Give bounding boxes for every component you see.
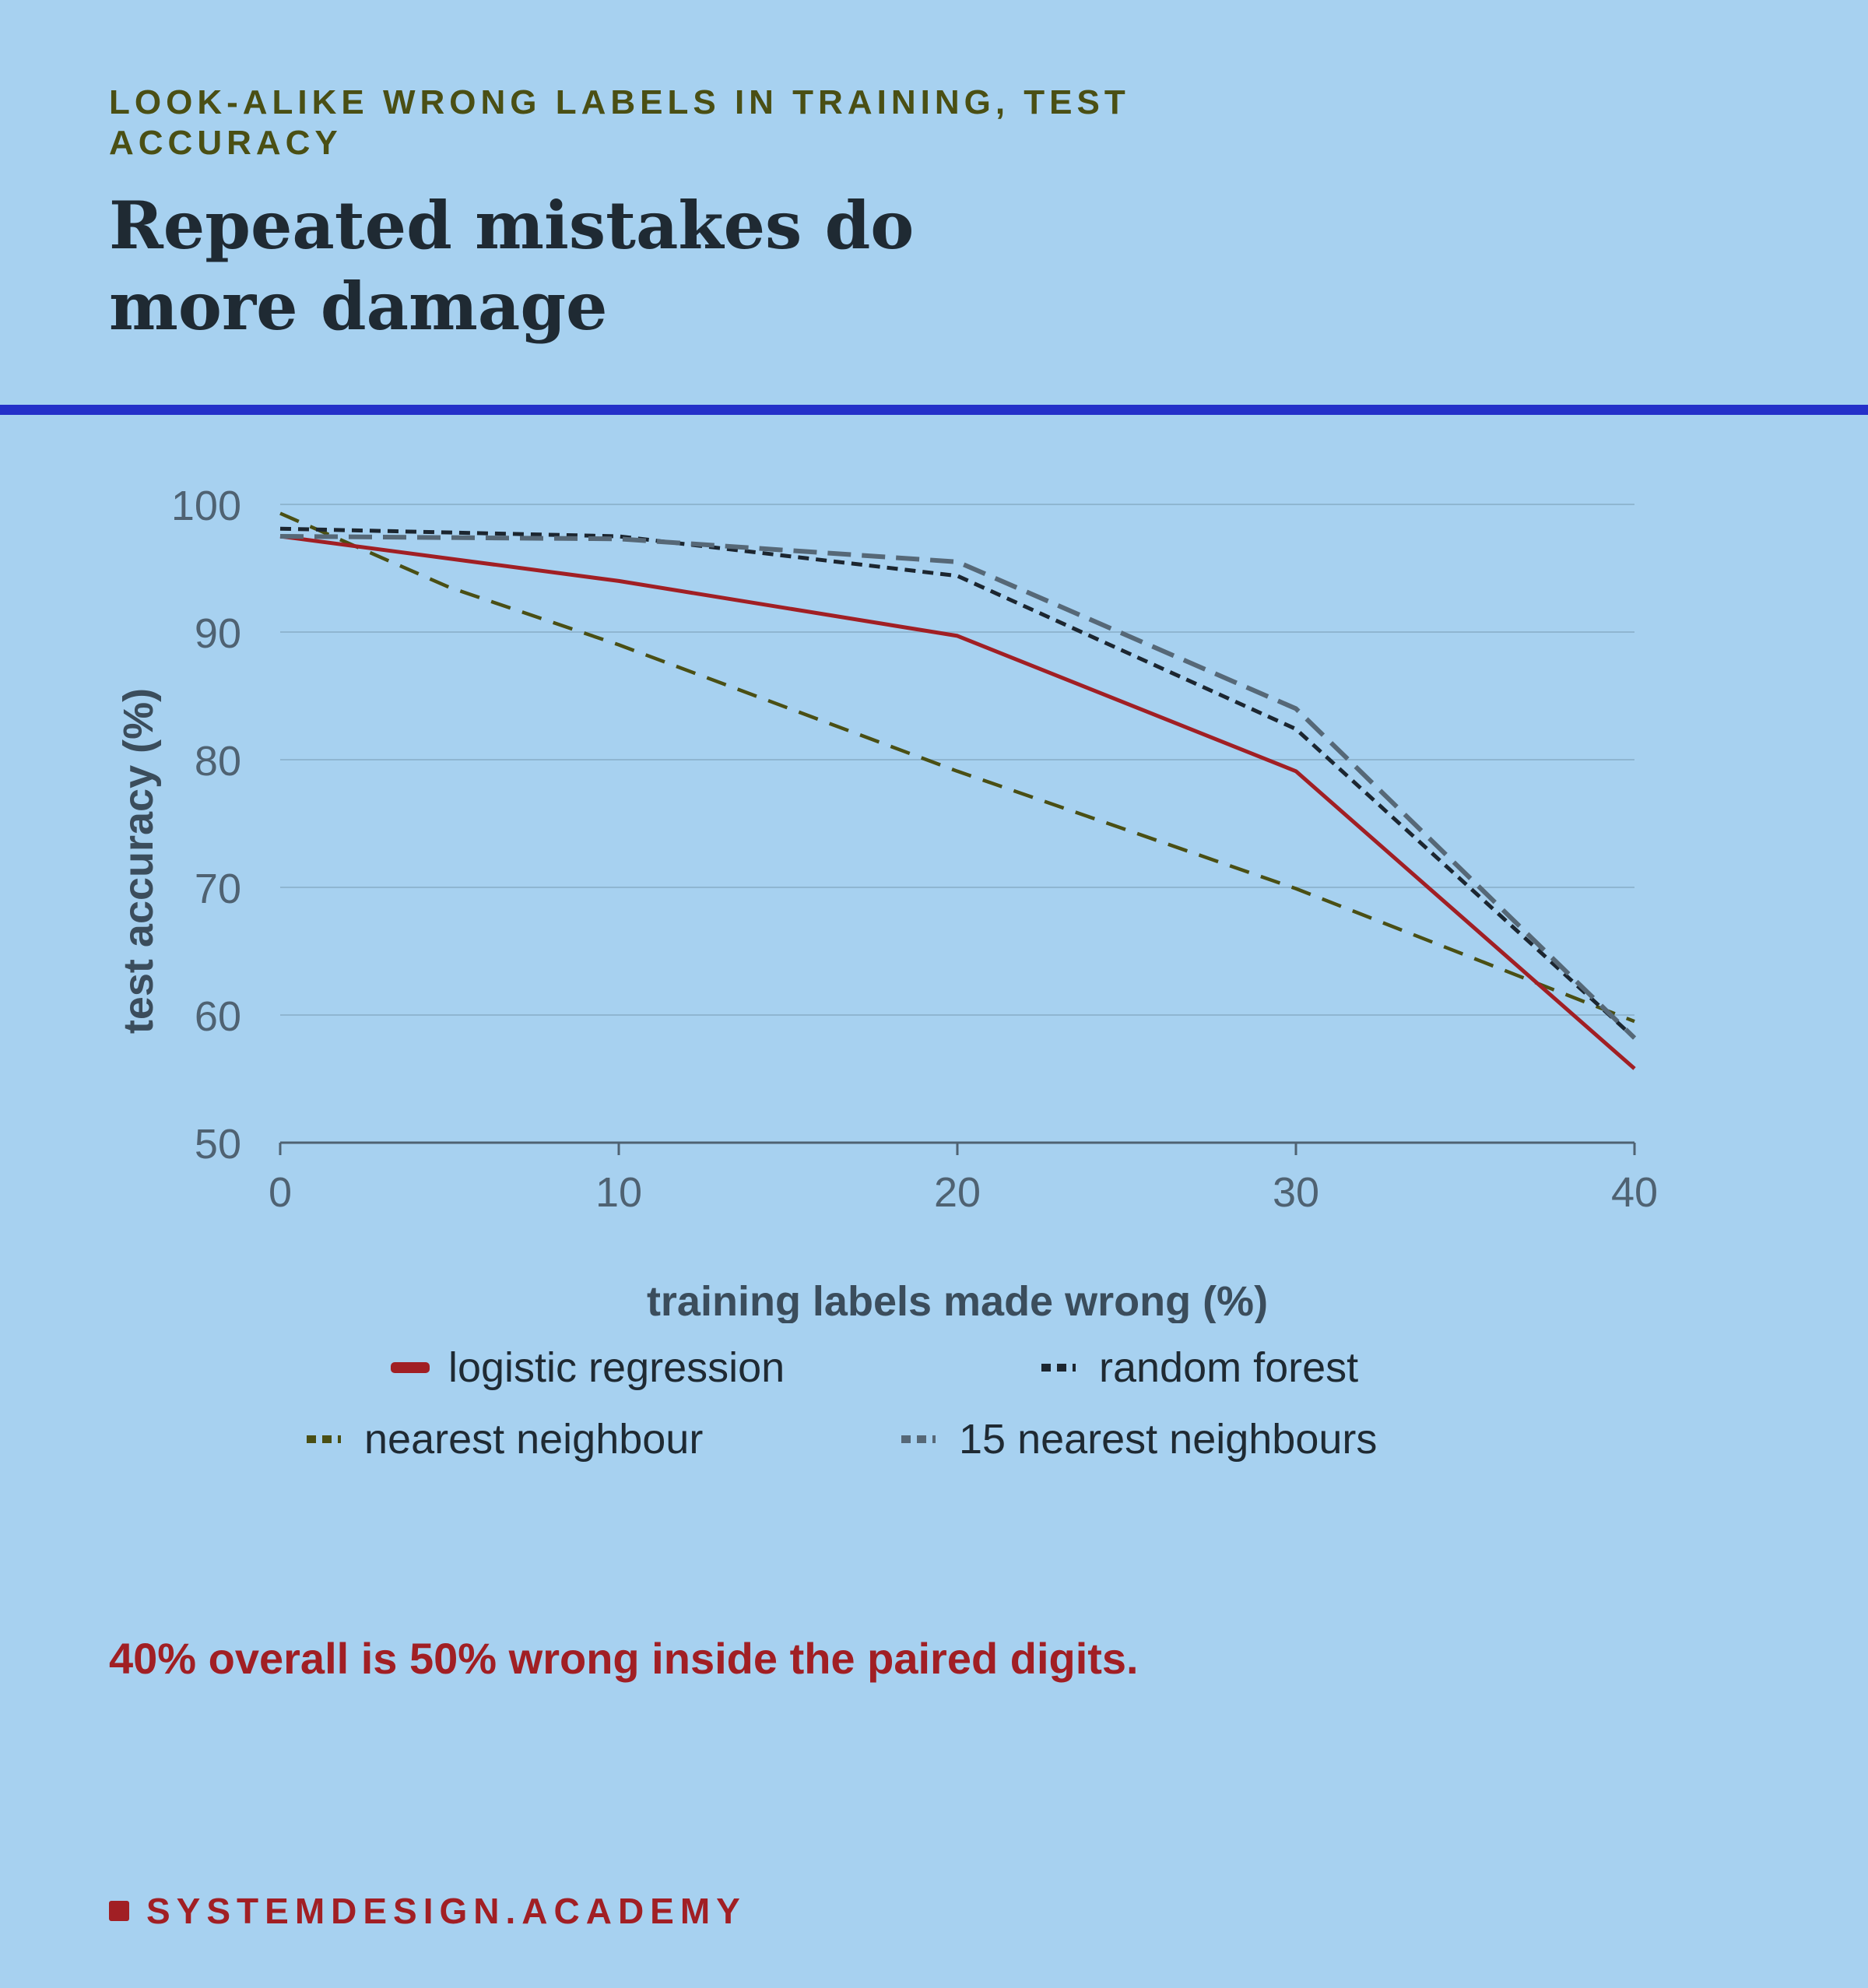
- axes: [279, 1141, 1636, 1155]
- y-tick-label: 100: [171, 483, 241, 529]
- x-tick-label: 20: [934, 1169, 981, 1216]
- brand-footer: SYSTEMDESIGN.ACADEMY: [109, 1890, 746, 1932]
- y-tick-label: 80: [195, 738, 241, 785]
- chart-footnote: 40% overall is 50% wrong inside the pair…: [109, 1634, 1139, 1683]
- chart-eyebrow: LOOK-ALIKE WRONG LABELS IN TRAINING, TES…: [109, 83, 1130, 162]
- legend-swatch-icon: [901, 1435, 936, 1443]
- legend-item-nearest-neighbour: nearest neighbour: [305, 1412, 703, 1466]
- legend-item-logistic-regression: logistic regression: [389, 1340, 785, 1395]
- legend-item-15-nearest-neighbours: 15 nearest neighbours: [900, 1412, 1377, 1466]
- gridlines: [280, 504, 1634, 1016]
- x-axis-title: training labels made wrong (%): [647, 1278, 1268, 1323]
- y-tick-label: 60: [195, 993, 241, 1040]
- x-tick-label: 10: [595, 1169, 642, 1216]
- brand-name: SYSTEMDESIGN.ACADEMY: [146, 1891, 746, 1931]
- brand-square-icon: [109, 1901, 129, 1921]
- series-line-nearest-neighbour: [279, 511, 1635, 1024]
- header-divider: [0, 405, 1868, 415]
- series-lines: [279, 511, 1637, 1070]
- x-tick-label: 40: [1611, 1169, 1658, 1216]
- legend-label: nearest neighbour: [364, 1416, 704, 1463]
- legend-swatch-icon: [1041, 1364, 1076, 1372]
- y-tick-label: 90: [195, 610, 241, 657]
- x-tick-label: 30: [1273, 1169, 1319, 1216]
- series-line-15-nearest-neighbours: [279, 534, 1637, 1040]
- line-chart: 50 60 70 80 90 100 0 10 20 30 40 training labels ma…: [115, 483, 1658, 1323]
- chart-headline: Repeated mistakes do more damage: [109, 187, 915, 345]
- legend-label: logistic regression: [448, 1344, 785, 1391]
- legend-label: 15 nearest neighbours: [959, 1416, 1378, 1463]
- chart-legend: logistic regression random forest nearest …: [0, 1340, 1868, 1496]
- y-tick-label: 70: [195, 866, 241, 912]
- legend-label: random forest: [1099, 1344, 1359, 1391]
- series-line-random-forest: [279, 526, 1636, 1040]
- series-line-logistic-regression: [279, 534, 1636, 1070]
- axis-labels: 50 60 70 80 90 100 0 10 20 30 40 training labels ma…: [115, 483, 1658, 1323]
- x-tick-label: 0: [269, 1169, 292, 1216]
- legend-swatch-icon: [307, 1435, 341, 1443]
- legend-swatch-icon: [391, 1362, 430, 1373]
- y-axis-title: test accuracy (%): [115, 688, 162, 1034]
- y-tick-label: 50: [195, 1121, 241, 1168]
- legend-item-random-forest: random forest: [1040, 1340, 1358, 1395]
